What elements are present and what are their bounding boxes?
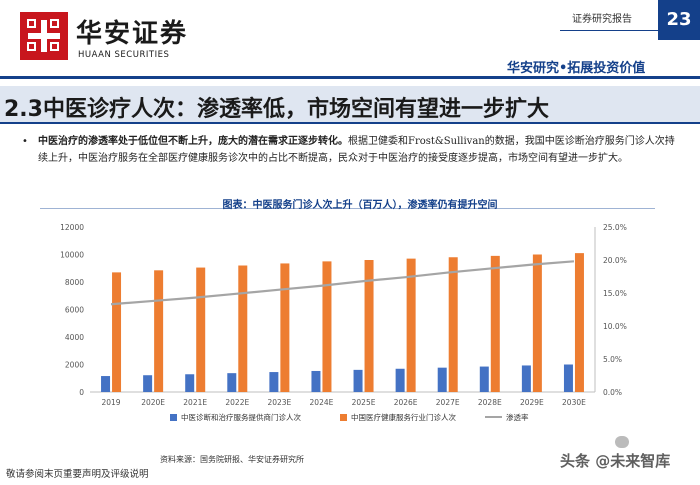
figure-title: 图表：中医服务门诊人次上升（百万人），渗透率仍有提升空间: [222, 200, 498, 211]
bar-total-2030E: [574, 253, 584, 392]
bar-tcm-2022E: [227, 373, 237, 392]
page-number: 23: [658, 0, 700, 40]
bar-tcm-2025E: [353, 369, 363, 392]
bar-total-2028E: [490, 255, 500, 392]
y-left-tick-label: 12000: [60, 223, 84, 232]
y-right-tick-label: 20.0%: [603, 256, 627, 265]
y-right-tick-label: 15.0%: [603, 289, 627, 298]
x-tick-label: 2021E: [183, 398, 207, 407]
slogan: 华安研究•拓展投资价值: [507, 61, 646, 76]
body-paragraph: 中医治疗的渗透率处于低位但不断上升，庞大的潜在需求正逐步转化。根据卫健委和Fro…: [38, 133, 678, 167]
legend-swatch-total: [340, 414, 347, 421]
x-tick-label: 2028E: [478, 398, 502, 407]
bar-total-2021E: [196, 267, 206, 392]
x-tick-label: 2027E: [436, 398, 460, 407]
disclaimer: 敬请参阅末页重要声明及评级说明: [6, 469, 149, 480]
x-tick-label: 2022E: [225, 398, 249, 407]
bar-total-2025E: [364, 260, 374, 392]
paragraph-bold: 中医治疗的渗透率处于低位但不断上升，庞大的潜在需求正逐步转化。: [38, 136, 348, 147]
x-tick-label: 2023E: [267, 398, 291, 407]
bar-total-2026E: [406, 258, 416, 392]
bar-total-2020E: [154, 270, 164, 392]
bar-tcm-2027E: [437, 367, 447, 392]
legend-label-total: 中国医疗健康服务行业门诊人次: [351, 412, 456, 422]
bar-tcm-2026E: [395, 368, 405, 392]
y-right-tick-label: 5.0%: [603, 355, 622, 364]
header-divider: [0, 76, 700, 79]
legend-swatch-tcm: [170, 414, 177, 421]
page-title: 2.3中医诊疗人次：渗透率低，市场空间有望进一步扩大: [4, 97, 549, 122]
outpatient-chart: 0 2000 4000 6000 8000 10000 12000 0.0% 5.0% 10.0%…: [60, 223, 627, 422]
y-left-tick-label: 8000: [65, 278, 84, 287]
brand-name-en: HUAAN SECURITIES: [78, 50, 170, 60]
legend-label-tcm: 中医诊断和治疗服务提供商门诊人次: [181, 412, 301, 422]
x-tick-label: 2025E: [352, 398, 376, 407]
x-tick-label: 2030E: [562, 398, 586, 407]
bar-tcm-2019: [101, 376, 111, 392]
x-tick-label: 2024E: [310, 398, 334, 407]
figure-frame: [40, 208, 655, 466]
y-left-tick-label: 0: [79, 388, 84, 397]
y-right-tick-label: 0.0%: [603, 388, 622, 397]
bar-tcm-2030E: [563, 364, 573, 392]
x-tick-label: 2019: [101, 398, 120, 407]
x-tick-label: 2029E: [520, 398, 544, 407]
legend-label-rate: 渗透率: [506, 412, 529, 422]
x-tick-label: 2020E: [141, 398, 165, 407]
bar-total-2024E: [322, 261, 332, 392]
bar-tcm-2020E: [143, 375, 153, 392]
paragraph-normal: 根据卫健委和Frost&Sullivan的数据，我国中医诊断治疗服务门诊人次持续…: [38, 136, 675, 164]
wechat-icon: [615, 436, 629, 448]
y-left-tick-label: 2000: [65, 361, 84, 370]
penetration-line: [110, 260, 575, 306]
bar-total-2023E: [280, 263, 290, 392]
bar-tcm-2028E: [479, 366, 489, 392]
bar-tcm-2021E: [185, 374, 195, 392]
watermark: 头条 @未来智库: [560, 452, 671, 470]
bar-tcm-2029E: [521, 365, 531, 392]
bar-total-2022E: [238, 265, 248, 392]
title-band: [0, 86, 700, 124]
figure-source: 资料来源：国务院研报、华安证券研究所: [160, 455, 304, 464]
header-rule: [560, 30, 658, 31]
y-right-tick-label: 10.0%: [603, 322, 627, 331]
brand-name-cn: 华安证券: [76, 19, 189, 49]
bar-tcm-2024E: [311, 370, 321, 392]
company-logo: [20, 12, 68, 60]
y-left-tick-label: 4000: [65, 333, 84, 342]
bar-total-2019: [112, 272, 122, 392]
bar-tcm-2023E: [269, 372, 279, 392]
bar-total-2029E: [532, 254, 542, 392]
y-right-tick-label: 25.0%: [603, 223, 627, 232]
x-tick-label: 2026E: [394, 398, 418, 407]
bullet-icon: •: [22, 136, 28, 147]
report-label: 证券研究报告: [572, 14, 632, 25]
y-left-tick-label: 10000: [60, 251, 84, 260]
y-left-tick-label: 6000: [65, 306, 84, 315]
bar-total-2027E: [448, 257, 458, 392]
